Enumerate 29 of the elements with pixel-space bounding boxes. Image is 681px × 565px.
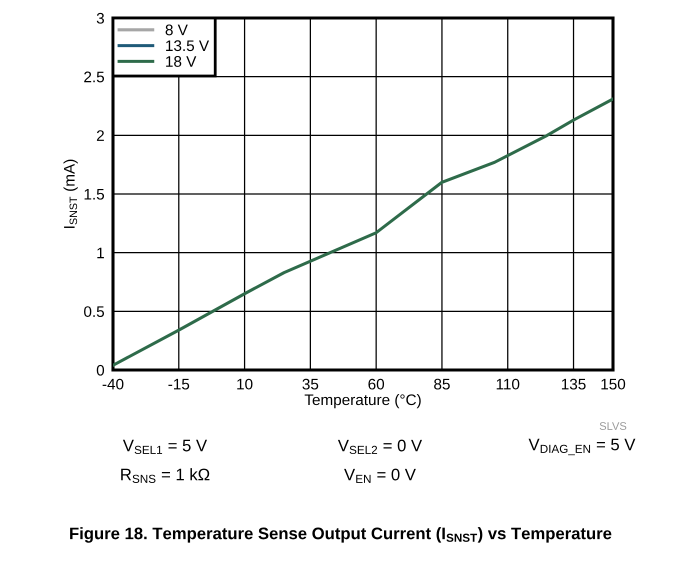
legend-label: 8 V bbox=[166, 24, 188, 36]
x-tick-label: 135 bbox=[562, 378, 586, 390]
text: Figure 18. Temperature Sense Output Current (I$_{SNST}$) vs Temperature bbox=[70, 527, 612, 543]
x-tick-label: -15 bbox=[168, 378, 190, 390]
text: R$_{SNS}$ = 1 kΩ bbox=[121, 468, 210, 483]
legend-label: 13.5 V bbox=[166, 40, 210, 52]
text: V$_{DIAG_EN}$ = 5 V bbox=[528, 438, 636, 456]
y-tick-label: 2 bbox=[96, 130, 104, 141]
x-tick-label: 60 bbox=[368, 378, 384, 390]
text: V$_{SEL1}$ = 5 V bbox=[122, 440, 208, 454]
y-tick-label: 0 bbox=[96, 364, 104, 376]
y-tick-label: 0.5 bbox=[84, 306, 104, 318]
text: V$_{EN}$ = 0 V bbox=[344, 468, 416, 483]
legend-label: 18 V bbox=[166, 56, 196, 67]
y-tick-label: 1 bbox=[97, 248, 104, 258]
y-axis-title: I$_{SNST}$ (mA) bbox=[64, 160, 78, 228]
x-tick-label: 10 bbox=[237, 378, 252, 390]
x-tick-label: -40 bbox=[102, 378, 124, 390]
line-series bbox=[113, 97, 613, 367]
y-tick-label: 1.5 bbox=[84, 189, 104, 200]
x-tick-label: 110 bbox=[496, 378, 520, 390]
x-tick-label: 35 bbox=[302, 378, 318, 390]
x-tick-label: 85 bbox=[434, 378, 450, 390]
text: V$_{SEL2}$ = 0 V bbox=[338, 440, 422, 454]
y-tick-label: 3 bbox=[96, 12, 104, 24]
text: SLVS bbox=[600, 422, 626, 430]
y-tick-label: 2.5 bbox=[84, 72, 104, 82]
x-tick-label: 150 bbox=[601, 378, 626, 390]
x-axis-title: Temperature (°C) bbox=[304, 394, 421, 408]
